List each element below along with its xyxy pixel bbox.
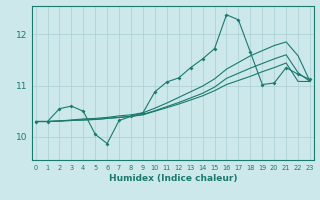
X-axis label: Humidex (Indice chaleur): Humidex (Indice chaleur) xyxy=(108,174,237,183)
